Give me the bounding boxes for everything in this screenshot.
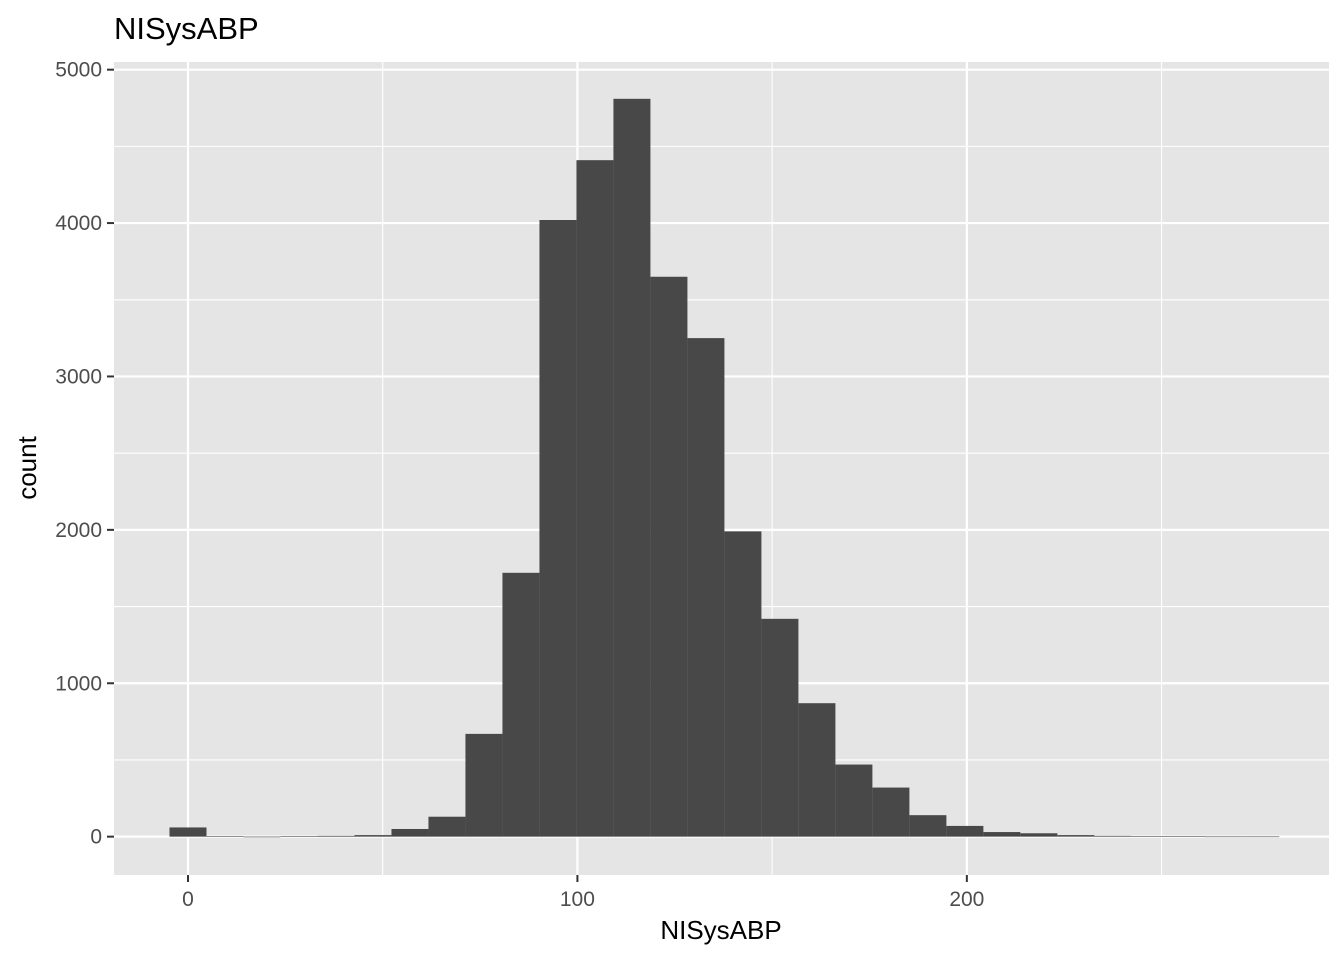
- histogram-bar: [798, 703, 836, 837]
- histogram-bar: [687, 338, 725, 837]
- x-tick-label: 200: [949, 888, 984, 911]
- histogram-bar: [613, 98, 651, 837]
- histogram-bar: [946, 825, 984, 837]
- histogram-bar: [724, 531, 762, 837]
- y-axis-title: count: [12, 435, 42, 499]
- histogram-bar: [1205, 836, 1243, 838]
- x-tick-label: 100: [560, 888, 595, 911]
- histogram-bar: [1131, 836, 1169, 837]
- x-tick-label: 0: [182, 888, 194, 911]
- histogram-bar: [169, 827, 207, 837]
- histogram-bar: [428, 816, 466, 837]
- histogram-bar: [539, 219, 577, 837]
- histogram-bar: [1020, 833, 1058, 837]
- y-tick-label: 5000: [55, 59, 102, 82]
- histogram-bar: [835, 764, 873, 837]
- histogram-bar: [1168, 836, 1206, 837]
- chart-title: NISysABP: [114, 11, 259, 46]
- histogram-bar: [983, 832, 1021, 837]
- histogram-bar: [872, 787, 910, 837]
- histogram-bar: [317, 835, 355, 837]
- histogram-bar: [354, 835, 392, 837]
- histogram-bar: [465, 733, 503, 837]
- histogram-bar: [650, 276, 688, 837]
- histogram-bar: [1094, 835, 1132, 837]
- histogram-bar: [1057, 835, 1095, 837]
- histogram-bar: [206, 836, 244, 837]
- y-tick-label: 2000: [55, 519, 102, 542]
- y-tick-label: 1000: [55, 672, 102, 695]
- histogram-bar: [576, 160, 614, 837]
- histogram-bar: [280, 836, 318, 837]
- histogram-bar: [391, 828, 429, 837]
- y-tick-label: 0: [90, 826, 102, 849]
- histogram-bars: [169, 98, 1280, 838]
- y-tick-label: 3000: [55, 365, 102, 388]
- histogram-bar: [243, 836, 281, 838]
- histogram-bar: [1242, 836, 1280, 838]
- histogram-bar: [761, 618, 799, 837]
- y-tick-label: 4000: [55, 212, 102, 235]
- x-axis-title: NISysABP: [660, 915, 781, 945]
- histogram-bar: [502, 572, 540, 837]
- histogram-bar: [909, 815, 947, 837]
